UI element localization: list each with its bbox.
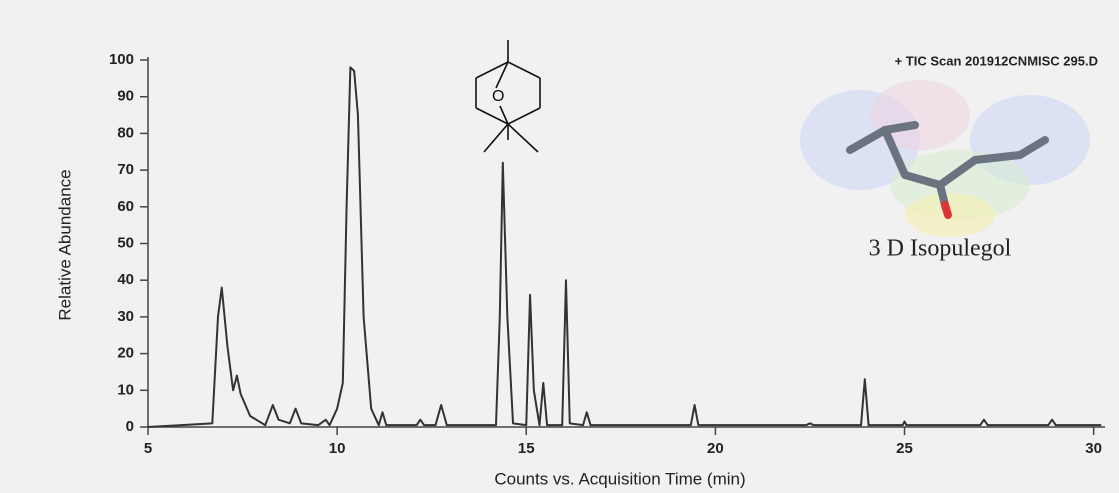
x-tick-label: 15 [518, 440, 535, 457]
y-tick-label: 90 [117, 88, 134, 105]
x-tick-label: 5 [144, 440, 152, 457]
y-tick-label: 0 [126, 418, 134, 435]
y-tick-label: 80 [117, 124, 134, 141]
y-tick-label: 50 [117, 234, 134, 251]
y-tick-label: 60 [117, 198, 134, 215]
y-axis-label: Relative Abundance [55, 169, 74, 320]
y-tick-label: 30 [117, 308, 134, 325]
x-tick-label: 30 [1085, 440, 1102, 457]
x-tick-label: 20 [707, 440, 724, 457]
y-tick-label: 100 [109, 51, 134, 68]
y-tick-label: 70 [117, 161, 134, 178]
structure-atom: O [492, 88, 504, 105]
y-tick-label: 40 [117, 271, 134, 288]
annotation: 3 D Isopulegol [869, 236, 1012, 262]
x-tick-label: 25 [896, 440, 913, 457]
x-axis-label: Counts vs. Acquisition Time (min) [494, 469, 745, 488]
y-tick-label: 20 [117, 345, 134, 362]
y-tick-label: 10 [117, 381, 134, 398]
chart: + TIC Scan 201912CNMISC 295.D Counts vs.… [0, 0, 1119, 493]
chart-title: + TIC Scan 201912CNMISC 295.D [895, 53, 1098, 68]
x-tick-label: 10 [329, 440, 346, 457]
